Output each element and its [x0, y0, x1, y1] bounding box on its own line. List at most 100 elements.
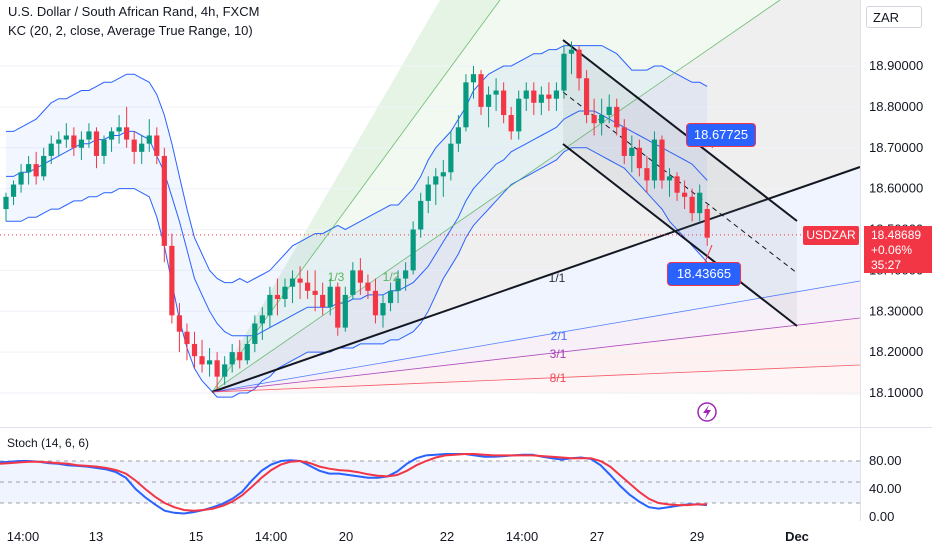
candle-body	[682, 192, 688, 197]
candle-body	[3, 196, 9, 210]
keltner-middle	[6, 110, 708, 337]
candle-body	[305, 282, 311, 291]
candle-body	[229, 352, 235, 365]
candle-body	[154, 135, 160, 156]
candle-body	[139, 143, 145, 152]
fan-ray	[211, 166, 861, 393]
fan-label: 1/1	[549, 271, 566, 285]
candle-body	[387, 290, 394, 304]
trend-drawings[interactable]	[0, 0, 861, 393]
fan-zone	[212, 365, 860, 395]
fan-ray	[211, 0, 501, 393]
candle-body	[78, 139, 84, 148]
fan-ray	[211, 0, 781, 393]
candle-body	[599, 115, 605, 124]
last-price-change: +0.06%	[871, 243, 913, 257]
price-axis[interactable]: 18.9000018.8000018.7000018.6000018.50000…	[869, 58, 923, 524]
last-price-tag: 18.48689 +0.06% 35:27	[864, 226, 932, 273]
candle-body	[108, 131, 115, 140]
candle-body	[448, 143, 454, 173]
stoch-tick-label: 0.00	[869, 509, 894, 524]
candle-body	[372, 290, 379, 316]
candle-body	[418, 200, 424, 230]
candle-body	[546, 94, 552, 99]
time-tick-label: 14:00	[255, 529, 288, 544]
candle-body	[651, 139, 658, 181]
candle-body	[425, 184, 431, 201]
candle-body	[666, 176, 673, 181]
price-tick-label: 18.30000	[869, 303, 923, 318]
price-tick-label: 18.80000	[869, 99, 923, 114]
keltner-upper	[6, 45, 708, 284]
candle-body	[320, 294, 326, 308]
candle-body	[516, 98, 522, 132]
chart-title: U.S. Dollar / South African Rand, 4h, FX…	[8, 4, 260, 19]
candle-body	[191, 343, 198, 357]
lightning-icon[interactable]	[697, 402, 717, 422]
price-callout-upper[interactable]: 18.67725	[686, 123, 756, 147]
time-tick-label: 13	[89, 529, 103, 544]
price-tick-label: 18.90000	[869, 58, 923, 73]
candle-body	[463, 82, 469, 128]
time-tick-label: Dec	[785, 529, 809, 544]
candle-body	[553, 90, 560, 99]
candle-body	[531, 90, 537, 103]
candle-body	[689, 196, 695, 214]
fan-ray	[211, 364, 861, 393]
candle-body	[614, 106, 620, 128]
stoch-legend[interactable]: Stoch (14, 6, 6)	[7, 436, 90, 450]
price-callout-lower[interactable]: 18.43665	[667, 262, 741, 286]
time-tick-label: 15	[189, 529, 203, 544]
candle-body	[455, 127, 461, 144]
candle-body	[470, 74, 477, 83]
candle-body	[10, 184, 17, 197]
candle-body	[538, 94, 544, 103]
time-tick-label: 22	[440, 529, 454, 544]
candle-body	[63, 135, 69, 140]
candle-body	[161, 155, 167, 246]
candle-body	[508, 115, 514, 132]
candle-body	[478, 74, 484, 107]
candle-body	[86, 131, 92, 140]
bar-countdown: 35:27	[871, 258, 902, 272]
candle-body	[568, 49, 575, 54]
candle-body	[206, 360, 213, 365]
candle-body	[350, 270, 356, 295]
price-tick-label: 18.10000	[869, 385, 923, 400]
candle-body	[380, 303, 386, 316]
time-axis[interactable]: 14:00 13 15 14:00 20 22 14:00 27 29 Dec	[7, 529, 809, 544]
price-tick-label: 18.70000	[869, 140, 923, 155]
candle-body	[629, 147, 635, 156]
indicator-legend[interactable]: KC (20, 2, close, Average True Range, 10…	[8, 23, 253, 38]
candle-body	[93, 131, 100, 156]
time-tick-label: 20	[339, 529, 353, 544]
time-tick-label: 14:00	[506, 529, 539, 544]
price-tick-label: 18.20000	[869, 344, 923, 359]
gann-fan-labels: 1/3 1/2 1/1 2/1 3/1 8/1	[328, 270, 568, 385]
candle-body	[26, 164, 32, 173]
candle-body	[561, 53, 567, 91]
stoch-tick-label: 80.00	[869, 453, 902, 468]
candle-body	[697, 192, 703, 214]
time-tick-label: 27	[590, 529, 604, 544]
fan-label: 2/1	[551, 329, 568, 343]
stoch-d-line	[0, 453, 707, 512]
fan-ray	[211, 317, 861, 393]
candle-body	[659, 139, 665, 181]
candle-body	[101, 139, 107, 156]
candle-body	[237, 352, 243, 361]
callout-leader	[704, 244, 713, 263]
candle-body	[674, 176, 680, 193]
candle-body	[501, 90, 507, 116]
candle-body	[282, 286, 288, 299]
candle-body	[704, 209, 710, 238]
candle-body	[184, 331, 190, 344]
time-tick-label: 14:00	[7, 529, 40, 544]
candle-body	[576, 49, 582, 79]
time-tick-label: 29	[690, 529, 704, 544]
currency-button[interactable]: ZAR	[866, 6, 922, 28]
price-tick-label: 18.60000	[869, 181, 923, 196]
candle-body	[18, 172, 24, 185]
